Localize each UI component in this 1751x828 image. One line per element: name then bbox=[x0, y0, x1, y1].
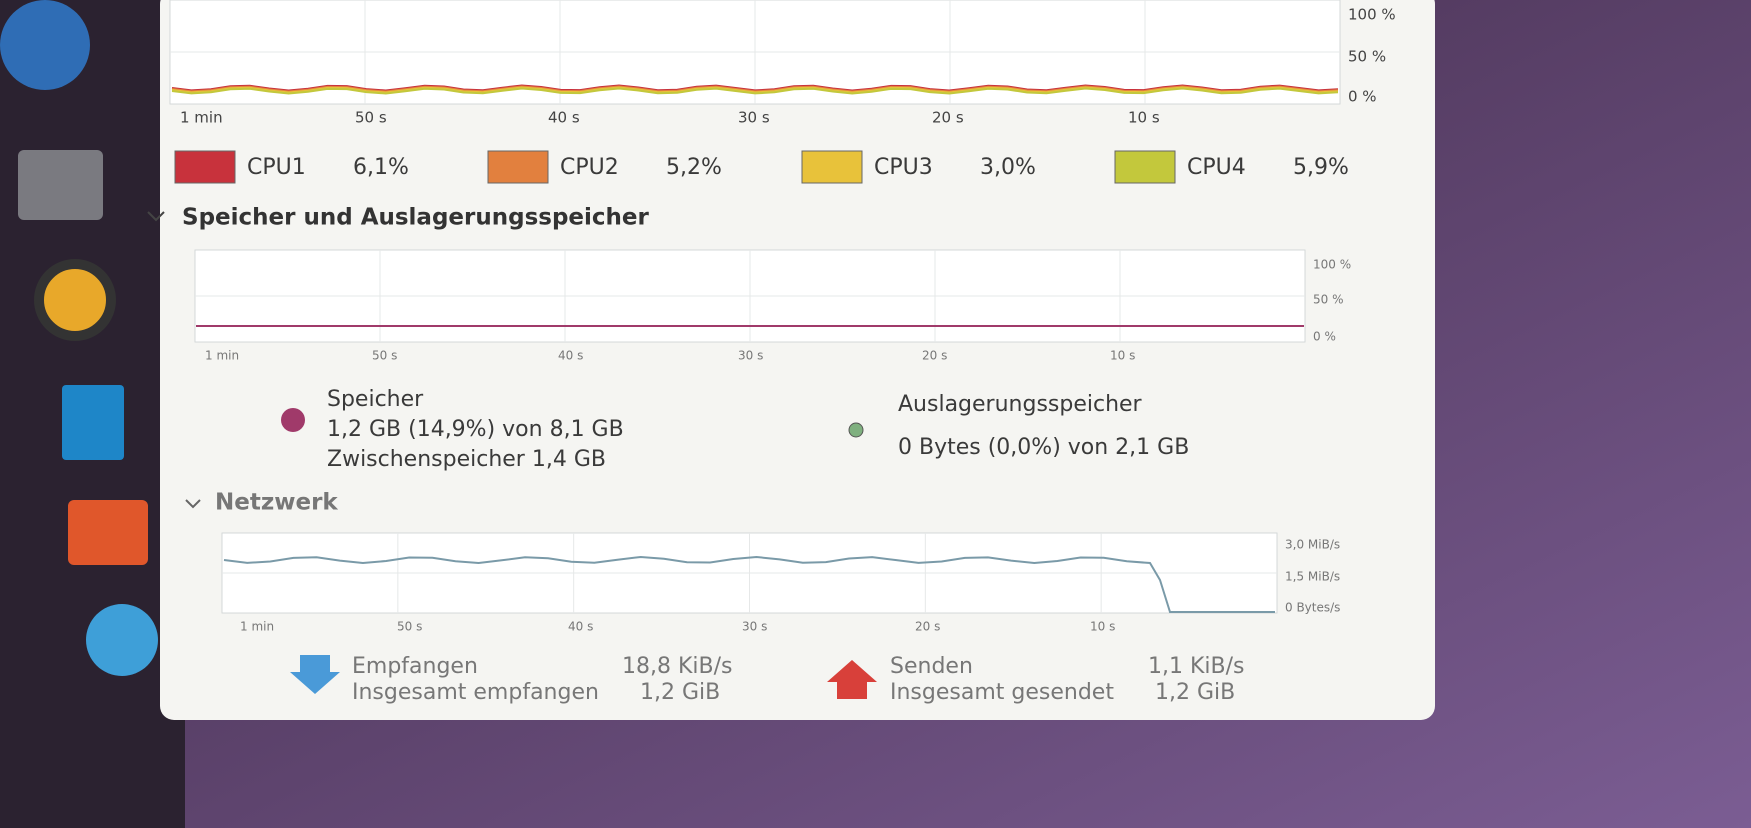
memory-label: Speicher bbox=[327, 387, 424, 412]
memory-pie-icon bbox=[281, 408, 305, 432]
swap-label: Auslagerungsspeicher bbox=[898, 392, 1143, 417]
cpu-color-swatch[interactable] bbox=[1114, 150, 1176, 184]
received-total-label: Insgesamt empfangen bbox=[352, 680, 599, 705]
y-axis-label: 0 Bytes/s bbox=[1285, 601, 1340, 615]
sent-rate: 1,1 KiB/s bbox=[1148, 654, 1245, 679]
y-axis-label: 3,0 MiB/s bbox=[1285, 538, 1340, 552]
memory-cache: Zwischenspeicher 1,4 GB bbox=[327, 447, 606, 472]
help-icon[interactable] bbox=[86, 604, 158, 676]
x-axis-label: 1 min bbox=[205, 349, 239, 363]
y-axis-label: 100 % bbox=[1348, 6, 1396, 24]
cpu-name: CPU2 bbox=[560, 155, 619, 180]
swap-pie-icon bbox=[848, 422, 864, 438]
memory-usage: 1,2 GB (14,9%) von 8,1 GB bbox=[327, 417, 624, 442]
x-axis-label: 1 min bbox=[240, 620, 274, 634]
cpu-name: CPU3 bbox=[874, 155, 933, 180]
files-icon[interactable] bbox=[18, 150, 103, 220]
cpu-usage: 6,1% bbox=[353, 155, 409, 180]
cpu-color-swatch[interactable] bbox=[801, 150, 863, 184]
y-axis-label: 1,5 MiB/s bbox=[1285, 570, 1340, 584]
cpu-color-swatch[interactable] bbox=[174, 150, 236, 184]
received-rate: 18,8 KiB/s bbox=[622, 654, 732, 679]
x-axis-label: 40 s bbox=[558, 349, 583, 363]
x-axis-label: 40 s bbox=[568, 620, 593, 634]
x-axis-label: 20 s bbox=[932, 109, 964, 127]
thunderbird-icon[interactable] bbox=[0, 0, 90, 90]
sent-arrow-icon bbox=[827, 660, 877, 699]
x-axis-label: 50 s bbox=[355, 109, 387, 127]
y-axis-label: 50 % bbox=[1313, 293, 1344, 307]
network-history-line bbox=[223, 555, 1275, 613]
sent-label: Senden bbox=[890, 654, 973, 679]
y-axis-label: 100 % bbox=[1313, 258, 1351, 272]
x-axis-label: 10 s bbox=[1110, 349, 1135, 363]
cpu-usage: 5,2% bbox=[666, 155, 722, 180]
cpu-history-line bbox=[171, 87, 1339, 95]
cpu-name: CPU1 bbox=[247, 155, 306, 180]
x-axis-label: 30 s bbox=[738, 349, 763, 363]
rhythmbox-icon[interactable] bbox=[34, 259, 116, 341]
received-total: 1,2 GiB bbox=[640, 680, 720, 705]
sent-total-label: Insgesamt gesendet bbox=[890, 680, 1114, 705]
sent-total: 1,2 GiB bbox=[1155, 680, 1235, 705]
section-title: Netzwerk bbox=[215, 490, 338, 516]
section-title: Speicher und Auslagerungsspeicher bbox=[182, 205, 650, 231]
x-axis-label: 1 min bbox=[180, 109, 223, 127]
swap-usage: 0 Bytes (0,0%) von 2,1 GB bbox=[898, 435, 1189, 460]
x-axis-label: 40 s bbox=[548, 109, 580, 127]
resources-tab: 100 % 50 % 0 % 1 min 50 s 40 s 30 s 20 s 10 s CPU… bbox=[147, 0, 1396, 705]
x-axis-label: 10 s bbox=[1090, 620, 1115, 634]
cpu-usage: 5,9% bbox=[1293, 155, 1349, 180]
cpu-name: CPU4 bbox=[1187, 155, 1246, 180]
x-axis-label: 50 s bbox=[397, 620, 422, 634]
writer-icon[interactable] bbox=[62, 385, 124, 460]
cpu-usage: 3,0% bbox=[980, 155, 1036, 180]
software-icon[interactable] bbox=[68, 500, 148, 565]
x-axis-label: 20 s bbox=[915, 620, 940, 634]
x-axis-label: 30 s bbox=[738, 109, 770, 127]
y-axis-label: 0 % bbox=[1313, 330, 1336, 344]
collapse-chevron[interactable] bbox=[185, 499, 201, 509]
x-axis-label: 20 s bbox=[922, 349, 947, 363]
collapse-chevron[interactable] bbox=[147, 211, 165, 222]
received-arrow-icon bbox=[290, 655, 340, 694]
cpu-color-swatch[interactable] bbox=[487, 150, 549, 184]
y-axis-label: 0 % bbox=[1348, 88, 1377, 106]
x-axis-label: 10 s bbox=[1128, 109, 1160, 127]
x-axis-label: 50 s bbox=[372, 349, 397, 363]
y-axis-label: 50 % bbox=[1348, 48, 1386, 66]
received-label: Empfangen bbox=[352, 654, 478, 679]
x-axis-label: 30 s bbox=[742, 620, 767, 634]
